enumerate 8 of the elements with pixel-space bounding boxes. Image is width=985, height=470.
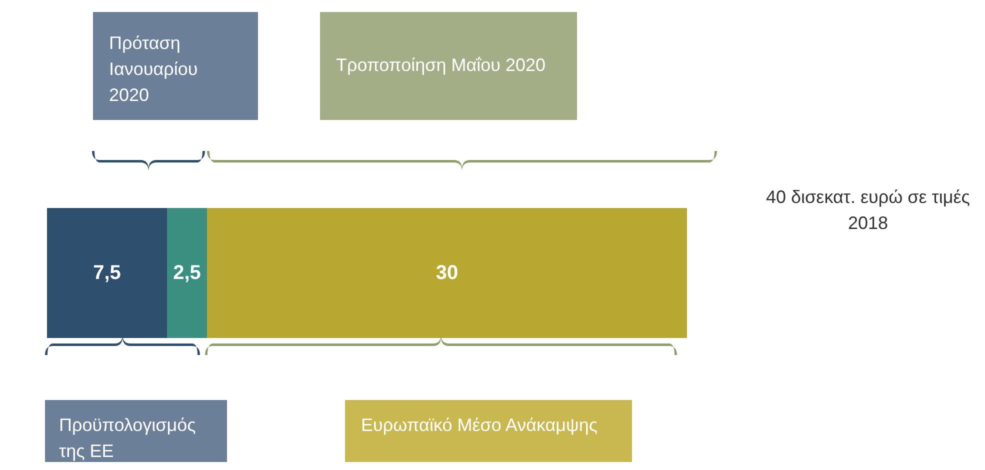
text: Προϋπολογισμός της ΕΕ bbox=[45, 400, 227, 462]
data-label: 30 bbox=[436, 262, 458, 284]
text: Ευρωπαϊκό Μέσο Ανάκαμψης bbox=[345, 400, 632, 462]
data-label: 7,5 bbox=[93, 262, 121, 284]
data-label: 2,5 bbox=[173, 262, 201, 284]
text: 40 δισεκατ. ευρώ σε τιμές 2018 bbox=[765, 186, 971, 235]
text: Τροποποίηση Μαΐου 2020 bbox=[320, 12, 577, 120]
text: Πρόταση Ιανουαρίου 2020 bbox=[93, 12, 258, 120]
